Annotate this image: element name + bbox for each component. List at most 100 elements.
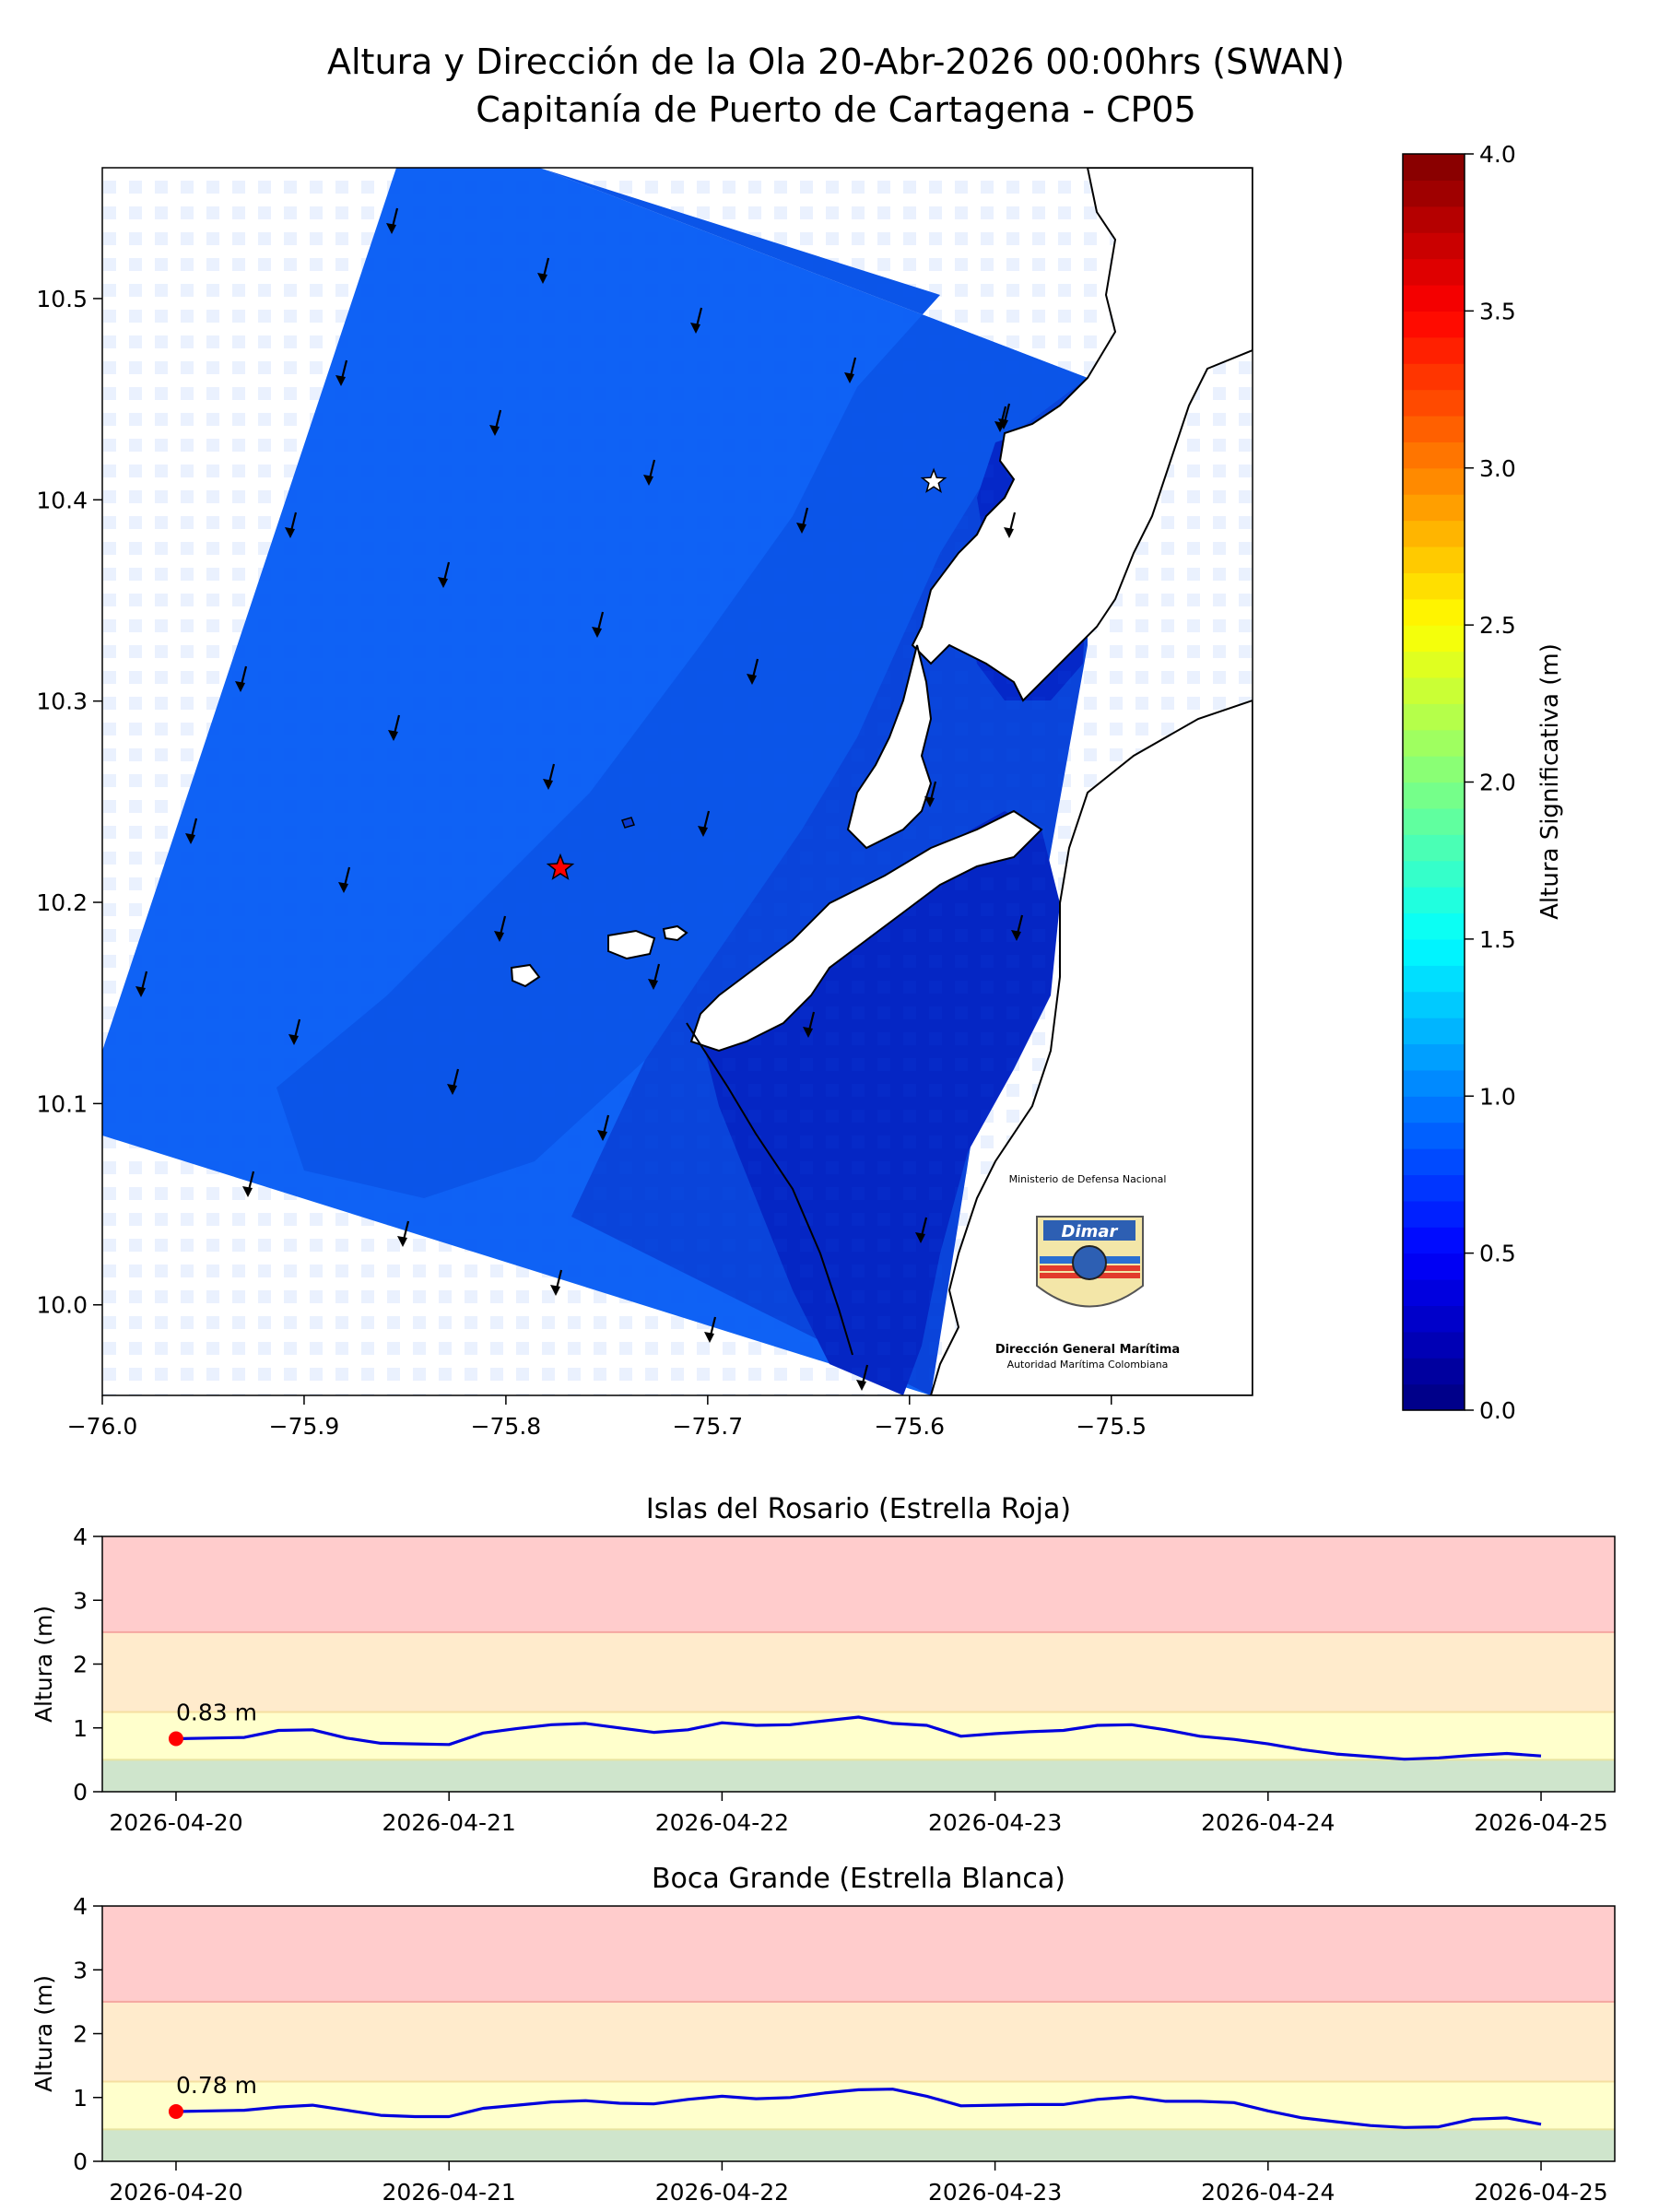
colorbar-tick-label: 1.0	[1479, 1083, 1516, 1110]
colorbar-tick-label: 0.5	[1479, 1241, 1516, 1267]
map-x-tick-label: −75.5	[1076, 1413, 1147, 1440]
threshold-band	[102, 1759, 1615, 1792]
colorbar-label: Altura Significativa (m)	[1536, 643, 1564, 920]
colorbar-tick-label: 3.0	[1479, 455, 1516, 482]
y-tick-label: 0	[73, 1779, 88, 1806]
x-tick-label: 2026-04-25	[1474, 2179, 1607, 2206]
colorbar-cell	[1403, 677, 1465, 704]
map-x-axis: −76.0 −75.9 −75.8 −75.7 −75.6 −75.5	[67, 1395, 1147, 1440]
wave-arrow-head	[844, 372, 854, 383]
colorbar-cell	[1403, 154, 1465, 181]
colorbar-cell	[1403, 860, 1465, 888]
wave-arrow-head	[447, 1084, 457, 1095]
colorbar-cell	[1403, 782, 1465, 809]
land-islet	[621, 817, 635, 829]
land-north-coast	[911, 168, 1253, 702]
wave-direction-arrows	[135, 207, 1024, 1391]
wave-arrow-head	[796, 523, 806, 534]
wave-arrow-head	[335, 375, 346, 386]
map-y-axis: 10.0 10.1 10.2 10.3 10.4 10.5	[36, 286, 102, 1319]
colorbar-cell	[1403, 415, 1465, 442]
map-y-tick-label: 10.1	[36, 1090, 88, 1117]
colorbar-cell	[1403, 834, 1465, 862]
colorbar-cell	[1403, 887, 1465, 914]
colorbar-tick-label: 4.0	[1479, 141, 1516, 168]
map-y-tick-label: 10.3	[36, 688, 88, 715]
map-x-tick-label: −76.0	[67, 1413, 138, 1440]
x-tick-label: 2026-04-24	[1201, 1809, 1335, 1836]
land-peninsula-baru	[689, 809, 1043, 1053]
wave-arrow-head	[698, 826, 708, 837]
wave-arrow-head	[235, 681, 245, 692]
y-tick-label: 4	[73, 1893, 88, 1920]
wave-arrow-head	[494, 931, 504, 942]
y-tick-label: 3	[73, 1957, 88, 1983]
wave-arrow-head	[242, 1186, 253, 1197]
logo-brand-text: Dimar	[1062, 1222, 1119, 1241]
chart-title: Boca Grande (Estrella Blanca)	[652, 1863, 1065, 1895]
colorbar-cell	[1403, 807, 1465, 835]
colorbar-cell	[1403, 1253, 1465, 1280]
y-axis-label: Altura (m)	[30, 1606, 57, 1723]
y-tick-label: 0	[73, 2148, 88, 2175]
map-y-tick-label: 10.2	[36, 889, 88, 916]
colorbar-cell	[1403, 912, 1465, 940]
wave-arrow-head	[338, 882, 348, 893]
map-y-tick-label: 10.4	[36, 487, 88, 513]
colorbar-cell	[1403, 520, 1465, 547]
wave-arrow-head	[285, 527, 295, 538]
x-tick-label: 2026-04-25	[1474, 1809, 1607, 1836]
colorbar-cell	[1403, 1305, 1465, 1333]
map-x-tick-label: −75.9	[269, 1413, 340, 1440]
x-tick-label: 2026-04-24	[1201, 2179, 1335, 2206]
wave-arrow-head	[704, 1332, 714, 1343]
wave-arrow-head	[438, 577, 448, 588]
wave-arrow-head	[288, 1034, 299, 1045]
wave-arrow-head	[747, 674, 757, 685]
wave-arrow-head	[592, 627, 602, 638]
wave-arrow-head	[1004, 527, 1014, 538]
colorbar-cell	[1403, 284, 1465, 312]
wave-arrow-head	[135, 986, 146, 997]
wave-arrow-head	[185, 833, 195, 844]
colorbar-cell	[1403, 1148, 1465, 1176]
colorbar-cell	[1403, 991, 1465, 1018]
threshold-band	[102, 2129, 1615, 2161]
wave-arrow-head	[543, 779, 553, 790]
wave-arrow-head	[690, 323, 700, 334]
wave-arrow-head	[643, 475, 653, 486]
colorbar-cell	[1403, 1227, 1465, 1254]
figure-title-line2: Capitanía de Puerto de Cartagena - CP05	[476, 89, 1196, 130]
colorbar-cell	[1403, 1069, 1465, 1097]
x-tick-label: 2026-04-22	[655, 1809, 789, 1836]
colorbar-cell	[1403, 572, 1465, 600]
current-value-label: 0.83 m	[176, 1700, 257, 1726]
colorbar-gradient	[1403, 154, 1465, 1411]
logo-bottom-text-1: Dirección General Marítima	[995, 1343, 1180, 1357]
wave-arrow-head	[537, 273, 547, 284]
threshold-band	[102, 1712, 1615, 1760]
colorbar-cell	[1403, 1174, 1465, 1202]
timeseries-boca-grande: 0.78 m Boca Grande (Estrella Blanca) 0 1 2 3 4…	[30, 1863, 1616, 2206]
colorbar-cell	[1403, 311, 1465, 338]
map-x-tick-label: −75.8	[471, 1413, 542, 1440]
coastline-canal	[686, 1022, 853, 1356]
colorbar-cell	[1403, 1200, 1465, 1228]
y-tick-label: 1	[73, 1715, 88, 1742]
threshold-band	[102, 1906, 1615, 2002]
wave-arrow-head	[597, 1130, 607, 1141]
y-axis-label: Altura (m)	[30, 1975, 57, 2092]
colorbar-cell	[1403, 1331, 1465, 1359]
colorbar-cell	[1403, 1096, 1465, 1124]
colorbar-ticks: 0.0 0.5 1.0 1.5 2.0 2.5 3.0 3.5 4.0	[1465, 141, 1516, 1424]
map-panel: Ministerio de Defensa Nacional Dimar Dir…	[36, 167, 1253, 1440]
series-line	[175, 1715, 1542, 1761]
x-tick-label: 2026-04-21	[382, 1809, 516, 1836]
map-y-tick-label: 10.5	[36, 286, 88, 312]
figure-title-line1: Altura y Dirección de la Ola 20-Abr-2026…	[327, 41, 1345, 82]
colorbar-cell	[1403, 494, 1465, 522]
threshold-band	[102, 1631, 1615, 1712]
colorbar-cell	[1403, 703, 1465, 731]
colorbar-cell	[1403, 336, 1465, 364]
wave-arrow-head	[388, 730, 398, 741]
